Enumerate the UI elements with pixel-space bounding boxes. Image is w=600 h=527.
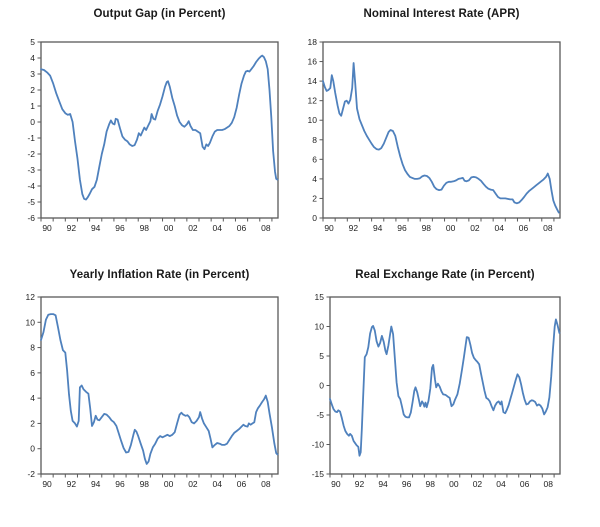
- x-tick-label: 02: [473, 479, 483, 489]
- x-tick-label: 02: [188, 479, 198, 489]
- x-tick-label: 04: [494, 223, 504, 233]
- y-tick-label: 8: [30, 343, 35, 353]
- x-tick-label: 92: [355, 479, 365, 489]
- x-tick-label: 98: [140, 223, 150, 233]
- x-tick-label: 94: [378, 479, 388, 489]
- y-tick-label: 16: [308, 57, 318, 67]
- plot-border: [322, 41, 561, 219]
- x-tick-label: 06: [237, 223, 247, 233]
- y-tick-label: -5: [27, 197, 35, 207]
- y-tick-label: 6: [30, 368, 35, 378]
- x-tick-label: 08: [543, 223, 553, 233]
- y-tick-label: 18: [308, 37, 318, 47]
- x-tick-label: 00: [446, 223, 456, 233]
- y-tick-label: 2: [30, 85, 35, 95]
- x-tick-label: 94: [91, 479, 101, 489]
- x-tick-label: 96: [402, 479, 412, 489]
- nominal-interest-rate-line-chart: 18 16 14 12 10 8 6 4 2 0 90 92 94 96 98 00 02 04 06 08: [308, 37, 561, 233]
- y-tick-label: 0: [30, 444, 35, 454]
- x-tick-label: 90: [331, 479, 341, 489]
- x-tick-label: 06: [237, 479, 247, 489]
- y-tick-label: 2: [312, 193, 317, 203]
- x-tick-label: 06: [519, 223, 529, 233]
- x-tick-label: 08: [261, 479, 271, 489]
- x-tick-label: 90: [324, 223, 334, 233]
- y-tick-label: 10: [315, 322, 325, 332]
- x-tick-label: 08: [261, 223, 271, 233]
- x-tick-label: 94: [91, 223, 101, 233]
- y-tick-label: 5: [319, 351, 324, 361]
- y-tick-label: 0: [312, 213, 317, 223]
- y-tick-label: 15: [315, 292, 325, 302]
- x-tick-label: 04: [212, 479, 222, 489]
- x-tick-label: 94: [373, 223, 383, 233]
- y-tick-label: -10: [312, 440, 325, 450]
- x-tick-label: 90: [42, 223, 52, 233]
- x-tick-label: 00: [449, 479, 459, 489]
- y-tick-label: 12: [308, 96, 318, 106]
- y-tick-label: -5: [316, 410, 324, 420]
- x-tick-label: 92: [67, 479, 77, 489]
- chart-title-real-exchange-rate: Real Exchange Rate (in Percent): [355, 269, 535, 281]
- y-tick-label: 0: [30, 117, 35, 127]
- y-tick-label: 10: [26, 317, 36, 327]
- y-tick-label: 12: [26, 292, 36, 302]
- y-tick-label: 10: [308, 115, 318, 125]
- x-tick-label: 04: [212, 223, 222, 233]
- chart-title-nominal-interest-rate: Nominal Interest Rate (APR): [363, 8, 520, 20]
- x-tick-label: 00: [164, 479, 174, 489]
- x-tick-label: 96: [115, 223, 125, 233]
- x-tick-label: 98: [422, 223, 432, 233]
- x-tick-label: 98: [426, 479, 436, 489]
- x-tick-label: 96: [397, 223, 407, 233]
- y-tick-label: 4: [312, 174, 317, 184]
- x-tick-label: 00: [164, 223, 174, 233]
- y-tick-label: 6: [312, 154, 317, 164]
- y-tick-label: 8: [312, 135, 317, 145]
- x-tick-label: 02: [188, 223, 198, 233]
- y-tick-label: 4: [30, 53, 35, 63]
- series-line: [329, 318, 561, 457]
- y-tick-label: -2: [27, 149, 35, 159]
- x-tick-label: 90: [42, 479, 52, 489]
- panel-nominal-interest-rate: Nominal Interest Rate (APR) 18 16 14 12 10 8 6…: [300, 0, 600, 264]
- y-tick-label: -15: [312, 469, 325, 479]
- y-tick-label: -4: [27, 181, 35, 191]
- panel-output-gap: Output Gap (in Percent) 5 4 3 2 1 0 -1 -2 -3 -4 -5…: [0, 0, 300, 264]
- panel-yearly-inflation-rate: Yearly Inflation Rate (in Percent) 12 10 8…: [0, 264, 300, 527]
- chart-title-yearly-inflation-rate: Yearly Inflation Rate (in Percent): [69, 269, 250, 281]
- y-tick-label: -6: [27, 213, 35, 223]
- y-tick-label: 1: [30, 101, 35, 111]
- y-tick-label: 3: [30, 69, 35, 79]
- y-tick-label: 2: [30, 418, 35, 428]
- x-tick-label: 06: [520, 479, 530, 489]
- y-tick-label: -2: [27, 469, 35, 479]
- output-gap-line-chart: 5 4 3 2 1 0 -1 -2 -3 -4 -5 -6 90 92 94 96 98 00 02 04 06 08: [27, 37, 279, 233]
- plot-border: [40, 41, 279, 219]
- panel-real-exchange-rate: Real Exchange Rate (in Percent) 15 10 5 0 -5…: [300, 264, 600, 527]
- plot-border: [40, 296, 279, 475]
- y-tick-label: 14: [308, 76, 318, 86]
- x-tick-label: 08: [543, 479, 553, 489]
- chart-title-output-gap: Output Gap (in Percent): [93, 8, 226, 20]
- series-line: [322, 62, 560, 214]
- y-tick-label: 5: [30, 37, 35, 47]
- real-exchange-rate-line-chart: 15 10 5 0 -5 -10 -15 90 92 94 96 98 00 02 04 06 08: [312, 292, 561, 489]
- x-tick-label: 92: [349, 223, 359, 233]
- y-tick-label: 0: [319, 381, 324, 391]
- x-tick-label: 98: [140, 479, 150, 489]
- y-tick-label: -3: [27, 165, 35, 175]
- series-line: [40, 54, 279, 201]
- y-tick-label: -1: [27, 133, 35, 143]
- y-tick-label: 4: [30, 393, 35, 403]
- series-line: [40, 313, 279, 465]
- x-tick-label: 02: [470, 223, 480, 233]
- x-tick-label: 04: [496, 479, 506, 489]
- x-tick-label: 92: [67, 223, 77, 233]
- yearly-inflation-rate-line-chart: 12 10 8 6 4 2 0 -2 90 92 94 96 98 00 02 04 06 08: [26, 292, 279, 489]
- x-tick-label: 96: [115, 479, 125, 489]
